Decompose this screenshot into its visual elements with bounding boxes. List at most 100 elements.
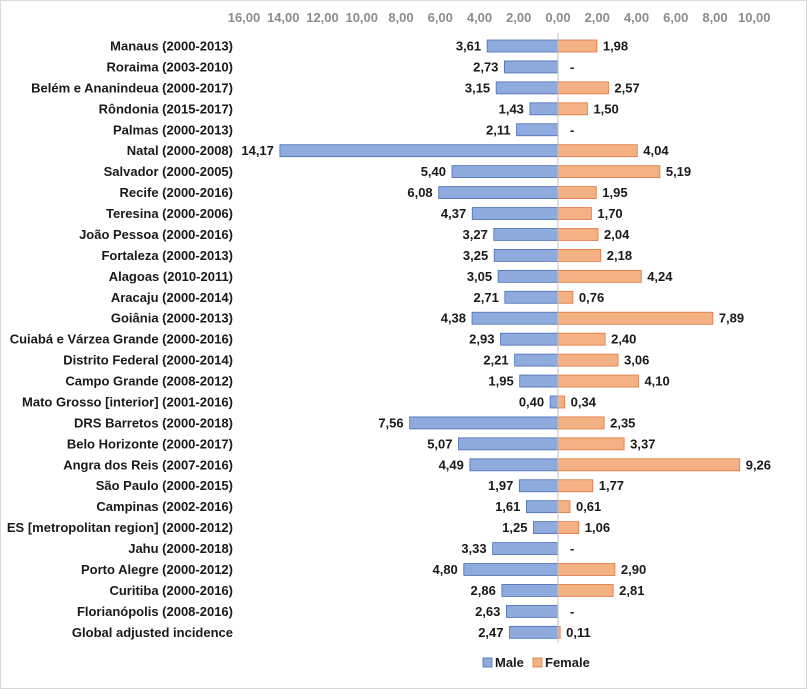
bar-male [505,604,559,618]
data-label-male: 2,47 [478,625,503,640]
legend-label-female: Female [545,655,590,670]
bar-female [557,81,609,95]
category-label: Natal (2000-2008) [127,143,233,158]
bar-male [469,458,559,472]
data-label-male: 3,05 [467,269,492,284]
bar-female [557,500,571,514]
data-label-female: 0,61 [576,499,601,514]
x-tick-label: 6,00 [428,10,453,25]
x-tick-label: 8,00 [702,10,727,25]
category-label: Curitiba (2000-2016) [109,583,233,598]
bar-female [557,165,661,179]
data-label-male: 1,43 [499,101,524,116]
bar-male [495,81,559,95]
data-label-male: 2,63 [475,604,500,619]
x-tick-label: 10,00 [345,10,378,25]
bar-female [557,186,597,199]
data-label-male: 2,86 [471,583,496,598]
data-label-female: 1,77 [599,478,624,493]
category-label: Florianópolis (2008-2016) [77,604,233,619]
data-label-female: 4,24 [647,269,673,284]
bar-male [504,60,559,74]
data-label-female: 2,57 [614,80,639,95]
data-label-male: 3,27 [463,227,488,242]
data-label-male: 4,80 [432,562,457,577]
bar-female [557,437,625,451]
data-label-female: 1,98 [603,39,628,54]
data-label-female: 1,50 [593,101,618,116]
category-label: Goiânia (2000-2013) [111,311,233,326]
data-label-female: 9,26 [746,457,771,472]
data-label-male: 2,11 [486,122,511,137]
category-label: Angra dos Reis (2007-2016) [63,457,233,472]
data-label-female: 0,76 [579,290,604,305]
data-label-female: 4,10 [644,374,669,389]
data-label-male: 7,56 [378,415,403,430]
bar-male [451,165,559,179]
data-label-female: 2,81 [619,583,644,598]
bar-female [557,479,594,493]
bar-female [557,374,639,388]
bar-female [557,458,741,472]
data-label-female: 2,40 [611,332,636,347]
bar-male [500,332,559,346]
x-tick-label: 14,00 [267,10,300,25]
data-label-female: - [570,541,574,556]
data-label-female: 5,19 [666,164,691,179]
bar-female [557,290,574,304]
category-label: Recife (2000-2016) [120,185,233,200]
bar-female [557,584,614,597]
category-label: Teresina (2000-2006) [106,206,233,221]
bar-male [493,228,559,241]
category-label: Salvador (2000-2005) [104,164,233,179]
category-label: Manaus (2000-2013) [110,39,233,54]
bar-male [529,102,559,116]
bar-male [501,584,559,597]
data-label-male: 2,93 [469,332,494,347]
data-label-female: 2,35 [610,415,635,430]
category-label: Aracaju (2000-2014) [111,290,233,305]
data-label-male: 1,95 [488,374,513,389]
category-label: São Paulo (2000-2015) [96,478,233,493]
category-label: Roraima (2003-2010) [107,59,233,74]
bar-male [533,521,559,535]
bar-male [549,395,559,409]
bar-male [514,353,559,367]
category-label: Alagoas (2010-2011) [109,269,233,284]
bar-male [409,416,559,430]
category-labels: Manaus (2000-2013) Roraima (2003-2010) Bel… [7,39,233,640]
bar-male [509,625,559,639]
bar-male [458,437,559,451]
data-label-male: 4,38 [441,311,466,326]
data-label-female: 3,06 [624,353,649,368]
bar-male [516,123,559,137]
bar-male [471,311,559,325]
bar-male [497,269,559,283]
category-label: ES [metropolitan region] (2000-2012) [7,520,233,535]
x-tick-label: 2,00 [506,10,531,25]
data-label-male: 2,21 [483,353,508,368]
bar-female [557,416,605,430]
data-label-male: 3,15 [465,80,490,95]
x-tick-label: 8,00 [388,10,413,25]
data-label-female: 7,89 [719,311,744,326]
bar-female [557,395,566,409]
data-label-female: 1,06 [585,520,610,535]
data-label-female: 0,34 [571,394,597,409]
data-label-male: 6,08 [407,185,432,200]
bar-male [519,374,559,388]
bar-female [557,353,619,367]
data-labels: 3,61 1,98 2,73 - 3,15 2,57 1,43 1,50 2,11 - 14,17 4… [241,39,771,640]
data-label-female: - [570,59,574,74]
data-label-male: 3,25 [463,248,488,263]
data-label-male: 2,73 [473,59,498,74]
data-label-male: 2,71 [474,290,499,305]
x-tick-label: 2,00 [585,10,610,25]
bar-male [518,479,559,493]
category-label: Porto Alegre (2000-2012) [81,562,233,577]
data-label-female: 4,04 [643,143,669,158]
category-label: Fortaleza (2000-2013) [101,248,233,263]
data-label-female: 2,90 [621,562,646,577]
data-label-male: 5,40 [421,164,446,179]
